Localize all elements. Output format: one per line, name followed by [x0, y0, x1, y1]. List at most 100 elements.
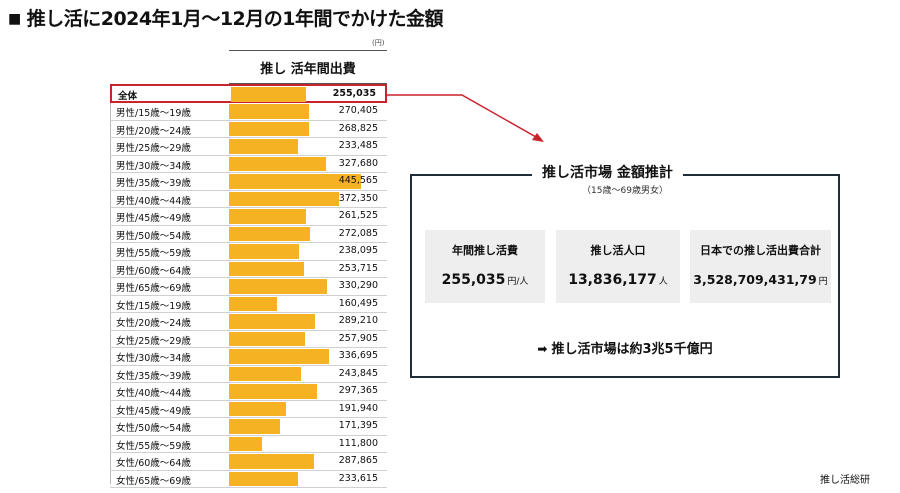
category-label: 男性/35歳～39歳	[116, 178, 191, 189]
bar	[229, 296, 277, 311]
category-label: 男性/15歳～19歳	[116, 108, 191, 119]
right-arrow-icon: ➡	[537, 342, 548, 356]
category-label: 女性/15歳～19歳	[116, 300, 191, 312]
value-label: 171,395	[338, 420, 378, 431]
category-label: 男性/30歳～34歳	[116, 160, 191, 172]
table-row: 女性/65歳～69歳 233,615	[110, 471, 387, 488]
arrow-head-icon	[532, 133, 544, 142]
table-row: 女性/20歳～24歳 289,210	[110, 313, 387, 331]
category-label: 男性/45歳～49歳	[116, 213, 191, 224]
value-label: 233,485	[338, 140, 378, 151]
table-row: 男性/15歳～19歳 270,405	[110, 103, 387, 121]
bar	[229, 384, 318, 399]
category-label: 男性/55歳～59歳	[116, 248, 191, 259]
table-row: 男性/30歳～34歳 327,680	[110, 156, 387, 173]
value-label: 330,290	[338, 280, 378, 291]
population-card: 推し活人口 13,836,177 人	[556, 230, 680, 303]
table-row: 女性/25歳～29歳 257,905	[110, 331, 387, 348]
source-label: 推し活総研	[820, 475, 870, 486]
page-title: ■ 推し活に2024年1月～12月の1年間でかけた金額	[8, 4, 444, 31]
column-header: 推し 活年間出費	[229, 50, 387, 84]
unit-label: (円)	[372, 39, 385, 47]
table-row: 男性/55歳～59歳 238,095	[110, 243, 387, 261]
bar	[229, 174, 361, 189]
total-spend-card: 日本での推し活出費合計 3,528,709,431,79 円	[690, 230, 831, 303]
bar	[229, 139, 299, 154]
category-label: 男性/20歳～24歳	[116, 125, 191, 137]
table-row: 男性/50歳～54歳 272,085	[110, 226, 387, 243]
category-label: 女性/60歳～64歳	[116, 458, 191, 469]
category-label: 全体	[118, 91, 138, 102]
card-value: 13,836,177 人	[568, 272, 668, 288]
table-row: 女性/60歳～64歳 287,865	[110, 453, 387, 471]
value-label: 372,350	[338, 192, 378, 204]
bar	[229, 471, 299, 486]
bar	[229, 121, 309, 136]
value-label: 191,940	[338, 402, 378, 414]
table-row: 男性/60歳～64歳 253,715	[110, 261, 387, 278]
card-label: 年間推し活費	[452, 244, 518, 257]
category-label: 女性/40歳～44歳	[116, 388, 191, 399]
value-label: 268,825	[338, 122, 378, 134]
table-row: 男性/35歳～39歳 445,565	[110, 173, 387, 191]
table-row: 男性/65歳～69歳 330,290	[110, 278, 387, 296]
table-row: 女性/55歳～59歳 111,800	[110, 436, 387, 453]
bar-table: 全体 255,035 男性/15歳～19歳 270,405 男性/20歳～24歳 268,…	[110, 84, 387, 488]
value-label: 445,565	[338, 175, 378, 186]
table-row: 女性/35歳～39歳 243,845	[110, 366, 387, 383]
category-label: 女性/65歳～69歳	[116, 475, 191, 487]
bar	[229, 261, 305, 276]
category-label: 女性/35歳～39歳	[116, 370, 191, 382]
value-label: 272,085	[338, 227, 378, 239]
category-label: 女性/25歳～29歳	[116, 335, 191, 347]
bar	[229, 331, 306, 346]
value-label: 270,405	[338, 105, 378, 116]
bar	[229, 366, 302, 381]
bar	[229, 454, 315, 469]
table-row: 女性/15歳～19歳 160,495	[110, 296, 387, 313]
table-row: 男性/20歳～24歳 268,825	[110, 121, 387, 138]
category-label: 女性/50歳～54歳	[116, 423, 191, 434]
category-label: 女性/55歳～59歳	[116, 440, 191, 452]
table-row: 男性/25歳～29歳 233,485	[110, 138, 387, 156]
bar	[229, 279, 327, 294]
value-label: 297,365	[338, 385, 378, 396]
category-label: 男性/25歳～29歳	[116, 143, 191, 154]
value-label: 336,695	[338, 350, 378, 361]
market-conclusion: ➡ 推し活市場は約3兆5千億円	[410, 338, 840, 357]
value-label: 261,525	[338, 210, 378, 221]
table-row: 女性/30歳～34歳 336,695	[110, 348, 387, 366]
bar	[229, 436, 263, 451]
table-left-border	[110, 84, 111, 484]
table-row: 女性/50歳～54歳 171,395	[110, 418, 387, 436]
bar	[229, 419, 280, 434]
value-label: 238,095	[338, 245, 378, 256]
bar	[229, 209, 307, 224]
table-row: 男性/40歳～44歳 372,350	[110, 191, 387, 208]
value-label: 287,865	[338, 455, 378, 466]
category-label: 男性/65歳～69歳	[116, 283, 191, 294]
value-label: 233,615	[338, 472, 378, 484]
value-label: 289,210	[338, 315, 378, 326]
bar	[229, 104, 310, 119]
table-row: 女性/40歳～44歳 297,365	[110, 383, 387, 401]
total-row: 全体 255,035	[110, 84, 387, 103]
value-label: 243,845	[338, 367, 378, 379]
table-row: 女性/45歳～49歳 191,940	[110, 401, 387, 418]
bar	[231, 87, 307, 102]
category-label: 女性/20歳～24歳	[116, 318, 191, 329]
table-row: 男性/45歳～49歳 261,525	[110, 208, 387, 226]
category-label: 女性/45歳～49歳	[116, 405, 191, 417]
value-label: 257,905	[338, 332, 378, 344]
category-label: 男性/50歳～54歳	[116, 230, 191, 242]
card-label: 推し活人口	[590, 244, 646, 257]
market-subtitle: （15歳～69歳男女）	[582, 186, 668, 196]
value-label: 160,495	[338, 297, 378, 309]
value-label: 327,680	[338, 157, 378, 169]
bar	[229, 226, 310, 241]
value-label: 111,800	[338, 437, 378, 449]
card-label: 日本での推し活出費合計	[700, 244, 821, 257]
conclusion-text: 推し活市場は約3兆5千億円	[551, 342, 713, 357]
bar	[229, 401, 286, 416]
